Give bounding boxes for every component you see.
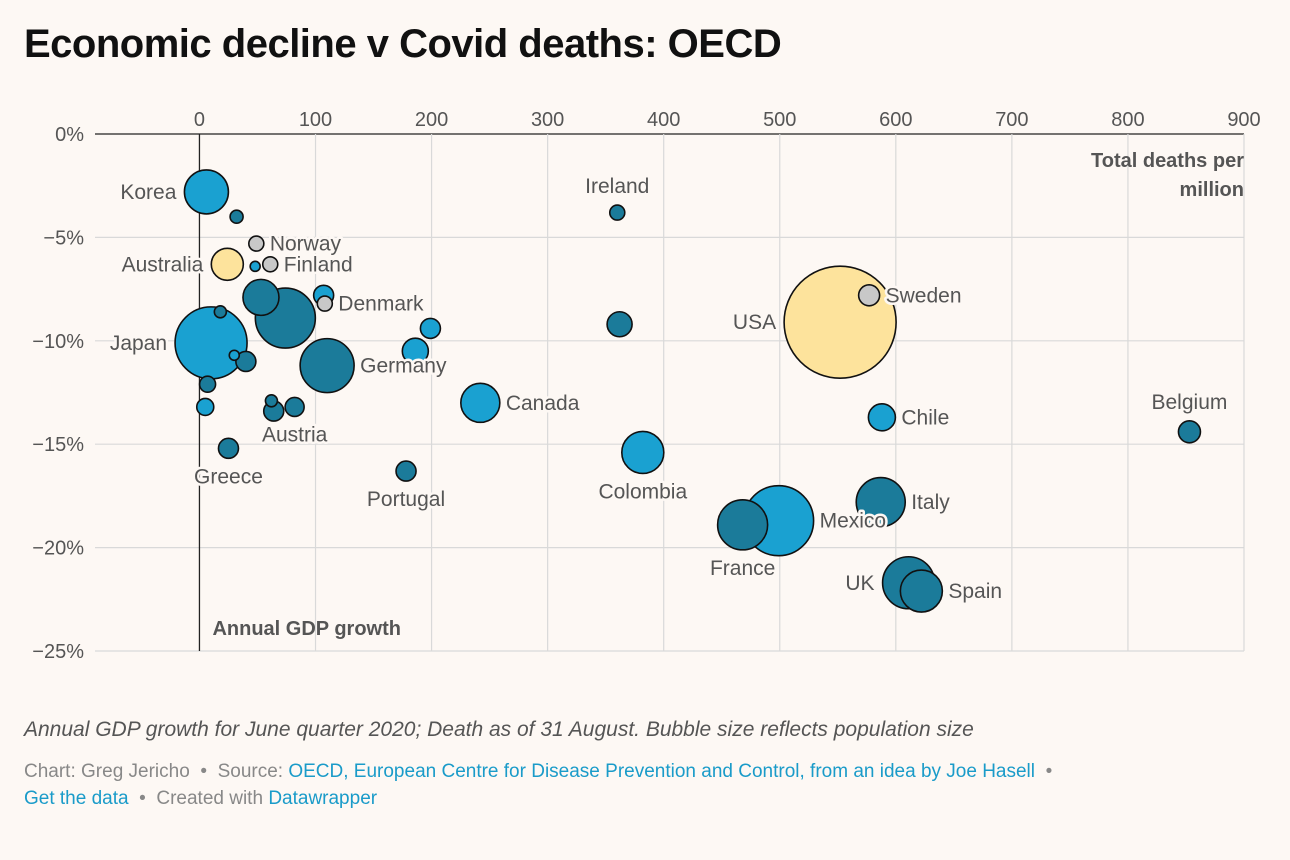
bubble-unlabeled	[401, 337, 430, 365]
bubble-greece	[217, 437, 240, 460]
point-label-spain: Spain	[948, 580, 1002, 603]
bubble-portugal	[395, 460, 417, 482]
point-label-chile: Chile	[901, 406, 949, 429]
x-tick-label: 700	[995, 109, 1028, 131]
bubble-austria	[284, 396, 305, 418]
x-tick-label: 400	[647, 109, 680, 131]
y-tick-label: −5%	[43, 227, 84, 249]
bubble-unlabeled	[229, 209, 244, 225]
point-label-france: France	[710, 557, 775, 580]
x-tick-labels: 0 100 200 300 400 500 600 700 800 900	[194, 109, 1261, 131]
bubble-finland	[261, 255, 279, 273]
point-label-sweden: Sweden	[886, 284, 962, 307]
bubble-unlabeled	[195, 397, 215, 417]
bubble-unlabeled	[198, 375, 217, 394]
point-label-belgium: Belgium	[1152, 391, 1228, 414]
x-tick-label: 500	[763, 109, 796, 131]
datawrapper-link[interactable]: Datawrapper	[268, 788, 378, 809]
bubble-denmark	[316, 295, 334, 312]
bubble-ireland	[608, 204, 626, 221]
point-label-korea: Korea	[120, 181, 176, 204]
x-axis-title: Total deaths per	[1091, 150, 1244, 172]
x-axis-title-line2: million	[1180, 179, 1244, 201]
bubbles	[174, 169, 1202, 613]
point-label-japan: Japan	[110, 332, 167, 355]
y-tick-label: 0%	[55, 124, 84, 146]
get-data-link[interactable]: Get the data	[24, 788, 129, 809]
bubble-chile	[867, 403, 897, 432]
bubble-australia	[210, 247, 245, 282]
point-label-portugal: Portugal	[367, 488, 445, 511]
x-tick-label: 800	[1111, 109, 1144, 131]
separator-dot: •	[1040, 761, 1053, 782]
created-with-prefix: Created with	[156, 788, 264, 809]
point-label-mexico: Mexico	[820, 510, 887, 533]
chart-notes: Annual GDP growth for June quarter 2020;…	[24, 718, 974, 741]
point-label-colombia: Colombia	[598, 480, 687, 503]
point-label-usa: USA	[733, 311, 776, 334]
point-label-australia: Australia	[122, 253, 204, 276]
point-label-italy: Italy	[911, 491, 950, 514]
x-tick-label: 900	[1227, 109, 1260, 131]
chart-footer: Chart: Greg Jericho • Source: OECD, Euro…	[24, 758, 1264, 812]
x-tick-label: 100	[299, 109, 332, 131]
point-label-ireland: Ireland	[585, 175, 649, 198]
point-label-canada: Canada	[506, 392, 580, 415]
point-label-uk: UK	[845, 572, 874, 595]
point-label-denmark: Denmark	[338, 293, 424, 316]
point-label-germany: Germany	[360, 355, 447, 378]
y-tick-label: −15%	[32, 434, 84, 456]
y-tick-label: −10%	[32, 331, 84, 353]
point-label-finland: Finland	[284, 253, 353, 276]
bubble-unlabeled	[606, 310, 633, 338]
bubble-italy	[855, 476, 907, 528]
x-tick-label: 600	[879, 109, 912, 131]
separator-dot: •	[195, 761, 213, 782]
x-tick-label: 300	[531, 109, 564, 131]
bubble-unlabeled	[242, 278, 280, 317]
grid-lines	[95, 133, 1245, 652]
source-prefix: Source:	[217, 761, 284, 782]
bubble-france	[716, 499, 769, 551]
point-label-greece: Greece	[194, 465, 263, 488]
bubble-korea	[183, 169, 230, 215]
y-tick-labels: 0% −5% −10% −15% −20% −25%	[32, 124, 84, 663]
bubble-belgium	[1177, 419, 1202, 444]
y-tick-label: −20%	[32, 538, 84, 560]
bubble-unlabeled	[228, 349, 241, 362]
x-tick-label: 200	[415, 109, 448, 131]
bubble-unlabeled	[419, 317, 442, 340]
scatter-chart: 0 100 200 300 400 500 600 700 800 900 0% −5% −10% −1…	[32, 109, 1261, 663]
separator-dot: •	[133, 788, 152, 809]
point-label-austria: Austria	[262, 423, 328, 446]
bubble-unlabeled	[235, 350, 257, 373]
bubble-japan	[174, 306, 248, 380]
bubble-germany	[299, 337, 355, 394]
y-axis-title: Annual GDP growth	[212, 618, 401, 640]
bubble-spain	[899, 569, 944, 613]
bubble-colombia	[621, 430, 665, 475]
bubble-unlabeled	[213, 305, 228, 319]
chart-credit: Chart: Greg Jericho	[24, 761, 190, 782]
y-tick-label: −25%	[32, 641, 84, 663]
source-link[interactable]: OECD, European Centre for Disease Preven…	[288, 761, 1036, 782]
bubble-norway	[248, 235, 265, 252]
bubble-sweden	[857, 284, 881, 307]
x-tick-label: 0	[194, 109, 205, 131]
point-label-norway: Norway	[270, 233, 342, 256]
bubble-usa	[783, 265, 897, 379]
chart-title: Economic decline v Covid deaths: OECD	[24, 22, 782, 66]
bubble-unlabeled	[249, 260, 261, 273]
bubble-canada	[460, 382, 501, 424]
bubble-unlabeled	[264, 393, 279, 408]
